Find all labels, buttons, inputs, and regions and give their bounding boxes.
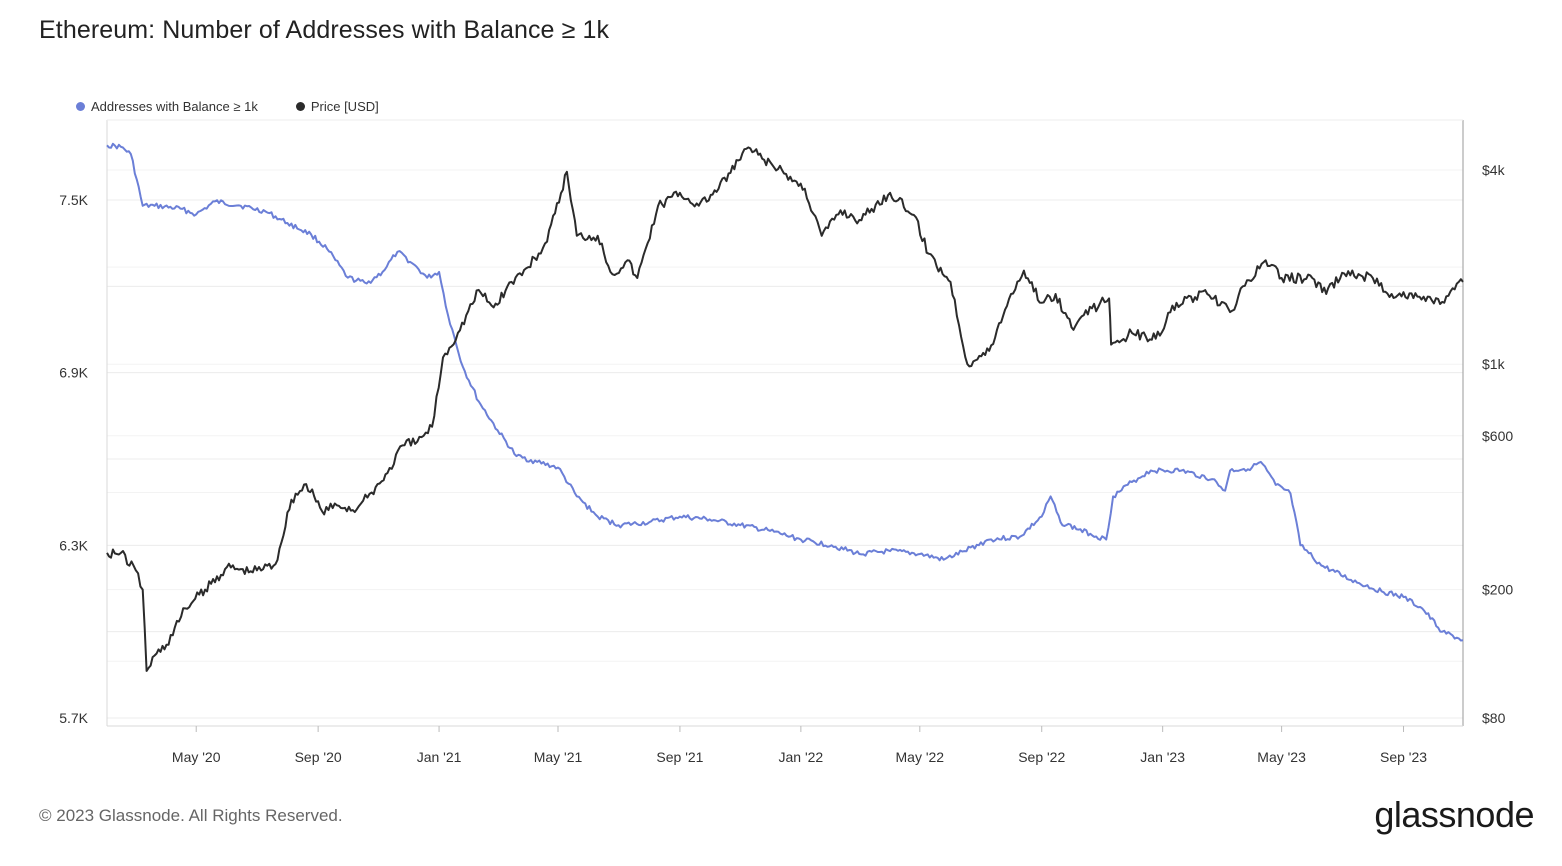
legend-label-price: Price [USD] (310, 99, 379, 114)
x-tick-label-0: May '20 (172, 749, 221, 765)
legend-item-price[interactable]: Price [USD] (295, 99, 379, 114)
x-tick-label-5: Jan '22 (779, 749, 824, 765)
x-tick-label-4: Sep '21 (656, 749, 703, 765)
y-left-tick-0: 7.5K (59, 192, 88, 208)
x-tick-label-6: May '22 (896, 749, 945, 765)
y-right-tick-0: $4k (1482, 162, 1506, 178)
x-tick-label-9: May '23 (1257, 749, 1306, 765)
x-tick-label-3: May '21 (534, 749, 583, 765)
series-line-addresses (106, 142, 1464, 642)
y-right-tick-1: $1k (1482, 356, 1506, 372)
series-line-price (106, 146, 1464, 672)
chart-title: Ethereum: Number of Addresses with Balan… (39, 16, 610, 44)
x-tick-label-8: Jan '23 (1140, 749, 1185, 765)
glassnode-logo: glassnode (1374, 794, 1534, 835)
y-left-tick-2: 6.3K (59, 537, 88, 553)
x-tick-label-10: Sep '23 (1380, 749, 1427, 765)
y-right-tick-4: $80 (1482, 710, 1506, 726)
x-tick-label-2: Jan '21 (417, 749, 462, 765)
legend: Addresses with Balance ≥ 1k Price [USD] (76, 99, 379, 114)
y-left-tick-3: 5.7K (59, 710, 88, 726)
x-tick-label-7: Sep '22 (1018, 749, 1065, 765)
legend-dot-addresses (76, 102, 85, 111)
legend-dot-price (295, 102, 305, 111)
legend-label-addresses: Addresses with Balance ≥ 1k (91, 99, 258, 114)
copyright-text: © 2023 Glassnode. All Rights Reserved. (39, 806, 343, 825)
legend-item-addresses[interactable]: Addresses with Balance ≥ 1k (76, 99, 258, 114)
y-right-tick-3: $200 (1482, 582, 1513, 598)
y-right-tick-2: $600 (1482, 428, 1513, 444)
x-tick-label-1: Sep '20 (295, 749, 342, 765)
y-left-tick-1: 6.9K (59, 365, 88, 381)
